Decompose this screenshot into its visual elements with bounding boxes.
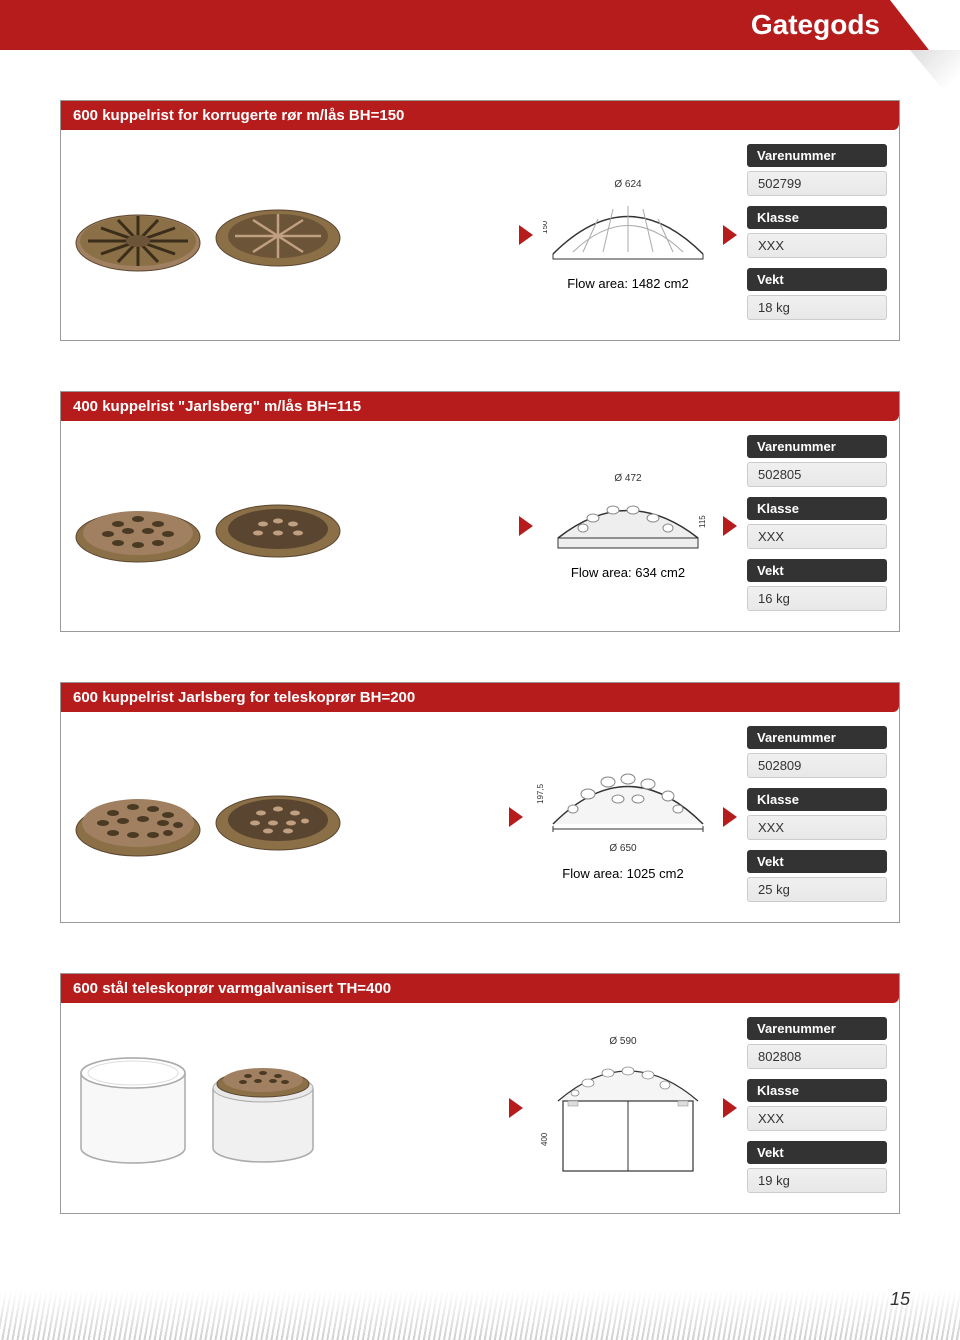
varenummer-label: Varenummer (747, 726, 887, 749)
product-card: 600 kuppelrist for korrugerte rør m/lås … (60, 100, 900, 341)
page-header: Gategods (0, 0, 960, 50)
technical-diagram: Ø 590 400 (533, 1036, 713, 1181)
drain-dome-icon (73, 489, 203, 564)
spec-column: Varenummer 802808 Klasse XXX Vekt 19 kg (747, 1017, 887, 1199)
flow-area: Flow area: 1482 cm2 (567, 276, 688, 291)
product-title: 600 stål teleskoprør varmgalvanisert TH=… (61, 974, 899, 1003)
spec-column: Varenummer 502799 Klasse XXX Vekt 18 kg (747, 144, 887, 326)
footer-decoration (0, 1290, 960, 1340)
technical-diagram: Ø 624 150 Flow area: 1482 cm2 (543, 179, 713, 291)
svg-text:115: 115 (698, 514, 707, 527)
svg-text:400: 400 (540, 1132, 549, 1146)
cylinder-icon (73, 1048, 193, 1168)
varenummer-label: Varenummer (747, 435, 887, 458)
vekt-value: 18 kg (747, 295, 887, 320)
arrow-icon (509, 807, 523, 827)
vekt-label: Vekt (747, 559, 887, 582)
varenummer-value: 502809 (747, 753, 887, 778)
product-images (73, 489, 509, 564)
vekt-label: Vekt (747, 268, 887, 291)
arrow-icon (723, 225, 737, 245)
drain-top-icon (73, 198, 203, 273)
klasse-value: XXX (747, 1106, 887, 1131)
svg-text:197,5: 197,5 (536, 783, 545, 804)
klasse-label: Klasse (747, 206, 887, 229)
klasse-label: Klasse (747, 497, 887, 520)
klasse-value: XXX (747, 233, 887, 258)
drain-dome-inside-icon (213, 489, 343, 564)
drain-inside-icon (213, 198, 343, 273)
vekt-value: 19 kg (747, 1168, 887, 1193)
product-card: 600 stål teleskoprør varmgalvanisert TH=… (60, 973, 900, 1214)
vekt-value: 16 kg (747, 586, 887, 611)
arrow-icon (509, 1098, 523, 1118)
spec-column: Varenummer 502809 Klasse XXX Vekt 25 kg (747, 726, 887, 908)
technical-diagram: 197,5 Ø 650 Flow area: 1025 cm2 (533, 754, 713, 881)
diameter-label: Ø 590 (609, 1036, 636, 1047)
product-card: 600 kuppelrist Jarlsberg for teleskoprør… (60, 682, 900, 923)
arrow-icon (519, 225, 533, 245)
diameter-label: Ø 472 (614, 473, 641, 484)
arrow-icon (723, 807, 737, 827)
varenummer-value: 502799 (747, 171, 887, 196)
cross-section-icon: 197,5 (533, 754, 713, 839)
page-number: 15 (890, 1289, 910, 1310)
content-area: 600 kuppelrist for korrugerte rør m/lås … (0, 50, 960, 1294)
cross-section-icon: 400 (533, 1051, 713, 1181)
varenummer-label: Varenummer (747, 1017, 887, 1040)
vekt-label: Vekt (747, 850, 887, 873)
product-title: 600 kuppelrist for korrugerte rør m/lås … (61, 101, 899, 130)
spec-column: Varenummer 502805 Klasse XXX Vekt 16 kg (747, 435, 887, 617)
arrow-icon (519, 516, 533, 536)
flow-area: Flow area: 1025 cm2 (562, 866, 683, 881)
klasse-label: Klasse (747, 1079, 887, 1102)
diameter-label: Ø 650 (609, 843, 636, 854)
vekt-label: Vekt (747, 1141, 887, 1164)
product-card: 400 kuppelrist "Jarlsberg" m/lås BH=115 (60, 391, 900, 632)
varenummer-value: 502805 (747, 462, 887, 487)
diameter-label: Ø 624 (614, 179, 641, 190)
arrow-icon (723, 516, 737, 536)
product-images (73, 775, 499, 860)
klasse-value: XXX (747, 815, 887, 840)
page-title: Gategods (751, 9, 880, 41)
varenummer-label: Varenummer (747, 144, 887, 167)
cross-section-icon: 150 (543, 194, 713, 264)
cross-section-icon: 115 (543, 488, 713, 553)
varenummer-value: 802808 (747, 1044, 887, 1069)
product-images (73, 1048, 499, 1168)
height-dim: 150 (543, 220, 549, 234)
klasse-value: XXX (747, 524, 887, 549)
product-title: 400 kuppelrist "Jarlsberg" m/lås BH=115 (61, 392, 899, 421)
arrow-icon (723, 1098, 737, 1118)
technical-diagram: Ø 472 115 Flow area: 634 cm2 (543, 473, 713, 580)
vekt-value: 25 kg (747, 877, 887, 902)
drain-dome-icon (73, 775, 203, 860)
product-images (73, 198, 509, 273)
flow-area: Flow area: 634 cm2 (571, 565, 685, 580)
klasse-label: Klasse (747, 788, 887, 811)
drain-dome-inside-icon (213, 775, 343, 860)
cylinder-with-dome-icon (203, 1048, 323, 1168)
product-title: 600 kuppelrist Jarlsberg for teleskoprør… (61, 683, 899, 712)
